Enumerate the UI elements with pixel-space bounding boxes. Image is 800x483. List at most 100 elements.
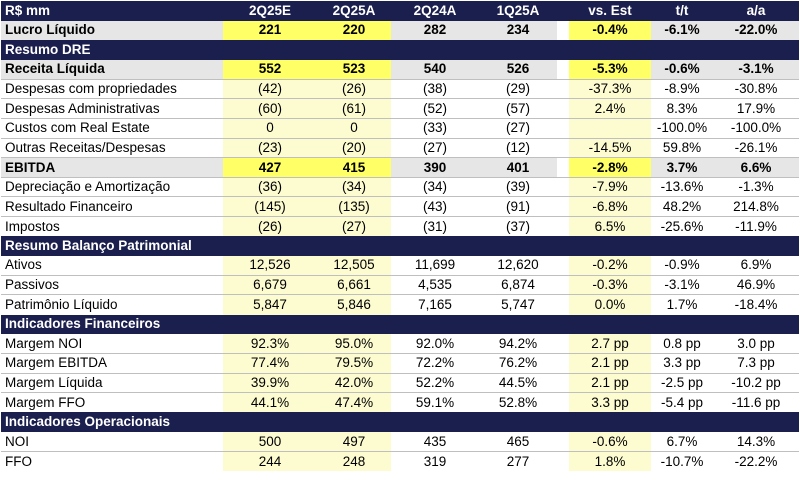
value-2q25e: 427	[223, 157, 317, 178]
value-aa: 6.6%	[713, 157, 799, 178]
value-vs-est: 3.3 pp	[569, 392, 651, 413]
table-row: Resultado Financeiro (145) (135) (43) (91) -6…	[1, 196, 799, 217]
value-2q25a: 497	[317, 432, 391, 452]
table-row: Impostos (26) (27) (31) (37) 6.5% -25.6% -11.9%	[1, 216, 799, 237]
row-label: Margem Líquida	[1, 372, 223, 393]
value-1q25a: (37)	[479, 216, 557, 237]
header-col-1q25a: 1Q25A	[479, 1, 557, 21]
value-2q25a: (34)	[317, 176, 391, 197]
value-1q25a: 234	[479, 20, 557, 41]
value-2q25e: (23)	[223, 137, 317, 158]
value-2q24a: 11,699	[414, 257, 456, 273]
value-1q25a: 277	[479, 451, 557, 472]
value-2q25a: 12,505	[317, 255, 391, 276]
table-header: R$ mm 2Q25E 2Q25A 2Q24A 1Q25A vs. Est t/…	[1, 1, 799, 21]
value-1q25a: 52.8%	[479, 392, 557, 413]
value-aa: -30.8%	[713, 78, 799, 99]
value-2q25a: 42.0%	[317, 372, 391, 393]
table-row: Margem Líquida 39.9% 42.0% 52.2% 44.5% 2.1 pp…	[1, 372, 799, 393]
table-row: Passivos 6,679 6,661 4,535 6,874 -0.3% -3.1% 46…	[1, 274, 799, 295]
value-2q25a: 415	[317, 157, 391, 178]
section-header: Indicadores Operacionais	[1, 412, 799, 433]
value-aa: -100.0%	[713, 118, 799, 139]
value-2q24a: (38)	[391, 78, 479, 99]
value-2q24a: 7,165	[391, 294, 479, 315]
value-vs-est: 2.7 pp	[569, 334, 651, 354]
column-gap	[557, 196, 569, 217]
value-2q25a: 79.5%	[317, 353, 391, 374]
column-gap	[557, 176, 569, 197]
value-2q25e: 44.1%	[223, 392, 317, 413]
table-row: Lucro Líquido 221 220 282 234 -0.4% -6.1% -22.0…	[1, 20, 799, 41]
section-title: Resumo Balanço Patrimonial	[1, 236, 799, 256]
column-gap	[557, 21, 569, 41]
row-label: Depreciação e Amortização	[1, 176, 223, 197]
value-1q25a: 5,747	[479, 294, 557, 315]
value-aa: 17.9%	[713, 98, 799, 119]
table-row: Margem EBITDA 77.4% 79.5% 72.2% 76.2% 2.1 pp 3…	[1, 353, 799, 374]
value-1q25a: (12)	[479, 137, 557, 158]
row-label: Margem NOI	[5, 335, 83, 351]
column-gap	[557, 118, 569, 139]
value-vs-est: -0.2%	[569, 255, 651, 276]
value-aa: 7.3 pp	[713, 353, 799, 374]
value-vs-est: -37.3%	[569, 78, 651, 99]
table-row: Ativos 12,526 12,505 11,699 12,620 -0.2% -0.9%…	[1, 255, 799, 276]
value-aa: 14.3%	[736, 433, 776, 449]
value-vs-est: 2.1 pp	[569, 372, 651, 393]
value-2q25a: 220	[317, 20, 391, 41]
row-label: Despesas com propriedades	[1, 78, 223, 99]
value-tt: -0.9%	[664, 257, 700, 273]
header-col-vs-est: vs. Est	[569, 1, 651, 21]
row-label: Lucro Líquido	[1, 20, 223, 41]
value-1q25a: 44.5%	[479, 372, 557, 393]
value-vs-est: 0.0%	[569, 294, 651, 315]
value-2q24a: 92.0%	[415, 335, 455, 351]
value-1q25a: 94.2%	[498, 335, 538, 351]
table-body: Lucro Líquido 221 220 282 234 -0.4% -6.1% -22.0…	[1, 20, 799, 472]
value-2q25a: 523	[317, 59, 391, 80]
value-2q25e: 552	[223, 59, 317, 80]
value-2q25a: (135)	[317, 196, 391, 217]
value-aa: -11.6 pp	[713, 392, 799, 413]
value-aa: -11.9%	[713, 216, 799, 237]
row-label: Resultado Financeiro	[1, 196, 223, 217]
value-1q25a: 465	[506, 433, 530, 449]
column-gap	[557, 256, 569, 276]
value-1q25a: (39)	[479, 176, 557, 197]
value-2q24a: 540	[391, 59, 479, 80]
value-2q25e: (145)	[223, 196, 317, 217]
value-2q25a: 248	[317, 451, 391, 472]
row-label: Margem FFO	[1, 392, 223, 413]
value-tt: -3.1%	[651, 274, 713, 295]
column-gap	[557, 372, 569, 393]
header-col-2q25a: 2Q25A	[317, 1, 391, 21]
row-label: Ativos	[5, 257, 42, 273]
column-gap	[557, 157, 569, 178]
value-1q25a: (57)	[479, 98, 557, 119]
table-row: Custos com Real Estate 0 0 (33) (27) -100.0% -…	[1, 118, 799, 139]
value-tt: 48.2%	[651, 196, 713, 217]
value-tt: -5.4 pp	[651, 392, 713, 413]
section-title: Indicadores Financeiros	[1, 314, 799, 335]
header-col-2q24a: 2Q24A	[391, 1, 479, 21]
column-gap	[557, 451, 569, 472]
financial-summary-table: R$ mm 2Q25E 2Q25A 2Q24A 1Q25A vs. Est t/…	[1, 1, 799, 472]
value-vs-est: -2.8%	[569, 157, 651, 178]
value-tt: -25.6%	[651, 216, 713, 237]
value-2q24a: 4,535	[391, 274, 479, 295]
value-aa: -22.0%	[713, 20, 799, 41]
table-row: Outras Receitas/Despesas (23) (20) (27) (12)…	[1, 137, 799, 158]
value-aa: -10.2 pp	[713, 372, 799, 393]
value-2q24a: 282	[391, 20, 479, 41]
value-1q25a: (27)	[479, 118, 557, 139]
value-2q25e: 221	[223, 20, 317, 41]
value-2q25e: 12,526	[223, 255, 317, 276]
value-2q24a: (27)	[391, 137, 479, 158]
value-tt: 1.7%	[651, 294, 713, 315]
value-2q25a: (20)	[317, 137, 391, 158]
value-2q24a: (52)	[391, 98, 479, 119]
value-2q24a: 319	[391, 451, 479, 472]
value-2q25a: 6,661	[317, 274, 391, 295]
row-label: Margem EBITDA	[1, 353, 223, 374]
